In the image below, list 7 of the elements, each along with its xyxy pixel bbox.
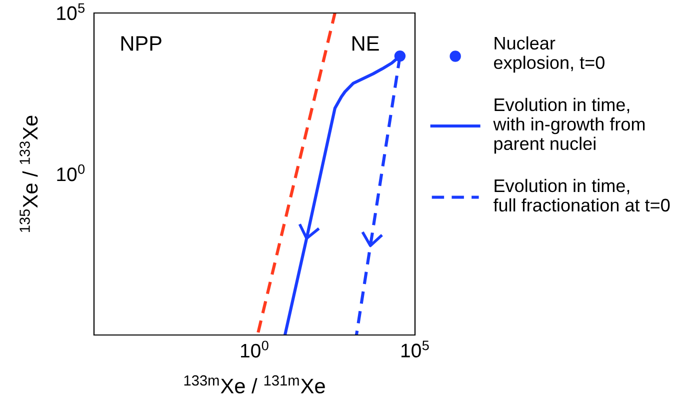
x-axis-title: $^{133m}$Xe / $^{131m}$Xe [184,375,325,394]
y-axis-title: $^{135}$Xe / $^{133}$Xe [20,116,38,232]
legend-label: Evolution in time, with in-growth from parent nuclei [493,98,645,154]
legend-label: Nuclear explosion, t=0 [494,36,604,73]
annotation: NE [352,36,379,51]
annotation: NPP [121,36,162,51]
legend-label: Evolution in time, full fractionation at t=0 [494,178,670,212]
